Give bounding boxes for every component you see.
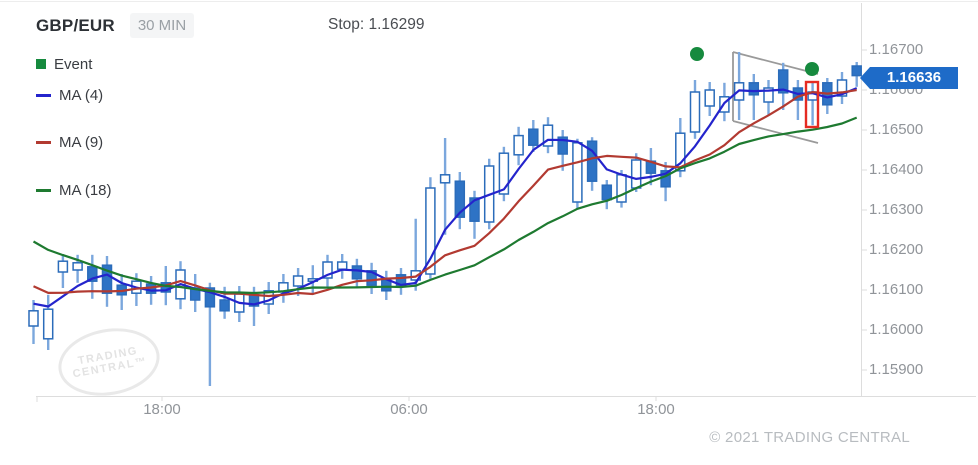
candle [292, 275, 304, 287]
candle [601, 184, 613, 201]
symbol-title: GBP/EUR [36, 16, 115, 35]
legend-item-event[interactable]: Event [36, 54, 92, 74]
legend-item-ma4[interactable]: MA (4) [36, 85, 103, 105]
price-axis-label: 1.16500 [869, 121, 924, 138]
current-price-badge: 1.16636 [870, 67, 958, 89]
candle [322, 261, 333, 279]
timeframe-badge: 30 MIN [130, 13, 194, 38]
legend-label: MA (4) [59, 86, 104, 104]
candle [748, 82, 760, 96]
copyright-label: © 2021 TRADING CENTRAL [709, 429, 910, 446]
candle [763, 87, 774, 103]
price-badge-arrow-icon [860, 67, 870, 89]
price-axis-label: 1.16700 [869, 41, 924, 58]
flag-trendlines [732, 51, 819, 144]
candle [42, 308, 54, 340]
event-marker-icon [36, 59, 46, 69]
ma18-line [32, 116, 858, 295]
time-axis-label: 18:00 [637, 401, 675, 418]
candle [336, 261, 348, 270]
candle [72, 262, 83, 271]
top-divider [0, 1, 978, 2]
event-dots [690, 47, 819, 76]
candle [675, 132, 686, 172]
price-axis-label: 1.16400 [869, 161, 924, 178]
candle [101, 264, 113, 294]
ma9-line [33, 89, 857, 298]
ma18-marker-icon [36, 188, 51, 192]
time-axis-label: 06:00 [390, 401, 428, 418]
candle [836, 79, 848, 97]
candle [513, 134, 524, 156]
candle [469, 197, 480, 222]
candle [689, 91, 701, 133]
candle [204, 287, 216, 308]
candle [704, 89, 715, 107]
candle [557, 136, 568, 155]
candles-layer [28, 52, 862, 386]
event-dot [805, 62, 819, 76]
candle [219, 299, 230, 312]
stop-level-label: Stop: 1.16299 [328, 16, 425, 33]
candle [28, 310, 39, 327]
ma9-marker-icon [36, 140, 51, 144]
legend-item-ma9[interactable]: MA (9) [36, 132, 103, 152]
legend-label: Event [54, 55, 93, 73]
event-dot [690, 47, 704, 61]
candle [366, 270, 377, 286]
ma4-line [33, 87, 858, 308]
price-axis-label: 1.15900 [869, 361, 924, 378]
candle [425, 187, 436, 275]
candle [498, 152, 510, 195]
candle [528, 128, 539, 146]
highlight-box [804, 80, 820, 129]
candle [351, 265, 363, 280]
time-axis-label: 18:00 [143, 401, 181, 418]
legend-label: MA (18) [59, 181, 112, 199]
candle [542, 124, 554, 147]
candle [454, 180, 466, 218]
legend-item-ma18[interactable]: MA (18) [36, 180, 112, 200]
candle [57, 260, 69, 273]
price-axis-label: 1.16300 [869, 201, 924, 218]
candle [777, 69, 789, 94]
candle [439, 174, 451, 184]
ma4-marker-icon [36, 93, 51, 97]
candle [572, 142, 583, 203]
price-axis-label: 1.16000 [869, 321, 924, 338]
candle [616, 174, 627, 203]
price-axis-label: 1.16200 [869, 241, 924, 258]
candle [630, 159, 642, 189]
candle [87, 266, 98, 282]
legend-label: MA (9) [59, 133, 104, 151]
candle [586, 140, 598, 182]
price-axis-label: 1.16100 [869, 281, 924, 298]
